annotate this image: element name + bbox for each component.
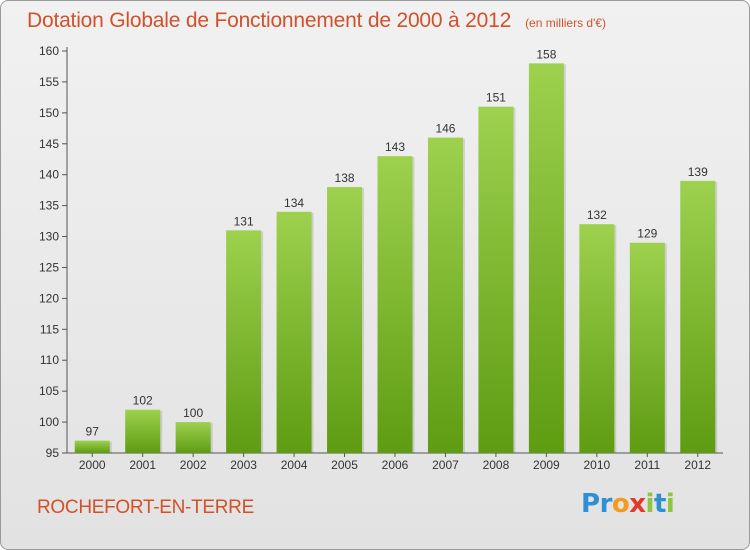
data-label-2004: 134	[284, 196, 304, 210]
bar-2007	[427, 137, 463, 454]
bar-2005	[327, 187, 363, 454]
data-label-2010: 132	[587, 208, 607, 222]
y-tick-label: 115	[40, 322, 59, 336]
x-tick-label: 2007	[432, 458, 459, 472]
bar-2011	[629, 242, 665, 453]
y-tick-label: 140	[39, 168, 59, 182]
y-tick-label: 105	[39, 384, 59, 398]
x-tick-label: 2010	[583, 458, 610, 472]
data-label-2005: 138	[335, 171, 355, 185]
logo-letter: i	[645, 489, 655, 519]
data-label-2011: 129	[637, 227, 657, 241]
bar-2009	[528, 63, 564, 453]
logo-letter: P	[581, 489, 600, 519]
x-tick-label: 2005	[331, 458, 358, 472]
y-tick-label: 145	[39, 137, 59, 151]
commune-name: ROCHEFORT-EN-TERRE	[37, 497, 254, 518]
bar-2012	[680, 180, 716, 453]
data-label-2001: 102	[133, 394, 153, 408]
bar-2000	[74, 440, 110, 453]
x-tick-label: 2000	[79, 458, 106, 472]
logo-letter: x	[629, 489, 646, 519]
x-tick-label: 2011	[634, 458, 660, 472]
data-label-2000: 97	[86, 425, 100, 439]
data-label-2012: 139	[688, 165, 708, 179]
bar-2003	[226, 230, 262, 453]
proxiti-logo: Proxiti	[581, 489, 675, 519]
y-tick-label: 160	[39, 44, 59, 58]
x-tick-label: 2004	[281, 458, 308, 472]
y-tick-label: 125	[39, 260, 59, 274]
x-tick-label: 2003	[230, 458, 257, 472]
data-label-2003: 131	[234, 214, 254, 228]
data-label-2008: 151	[486, 91, 506, 105]
x-tick-label: 2012	[684, 458, 711, 472]
data-label-2009: 158	[536, 47, 556, 61]
y-tick-label: 110	[40, 353, 59, 367]
x-tick-label: 2006	[382, 458, 409, 472]
bar-2008	[478, 106, 514, 454]
x-tick-label: 2009	[533, 458, 560, 472]
x-tick-label: 2001	[129, 458, 156, 472]
y-tick-label: 95	[46, 446, 60, 460]
y-tick-label: 135	[39, 199, 59, 213]
data-label-2002: 100	[183, 406, 203, 420]
x-tick-label: 2002	[180, 458, 207, 472]
x-tick-label: 2008	[483, 458, 510, 472]
bar-2010	[579, 224, 615, 453]
logo-letter: t	[653, 489, 666, 519]
data-label-2007: 146	[435, 122, 455, 136]
bar-2004	[276, 211, 312, 453]
y-tick-label: 130	[39, 230, 59, 244]
y-tick-label: 150	[39, 106, 59, 120]
data-label-2006: 143	[385, 140, 405, 154]
logo-letter: i	[665, 489, 675, 519]
chart-unit: (en milliers d'€)	[525, 16, 607, 30]
bar-2001	[125, 409, 161, 453]
y-tick-label: 100	[39, 415, 59, 429]
chart-title-text: Dotation Globale de Fonctionnement de 20…	[27, 9, 512, 32]
bar-2006	[377, 156, 413, 453]
logo-letter: o	[611, 489, 630, 519]
y-tick-label: 155	[39, 75, 59, 89]
logo-letter: r	[599, 489, 613, 519]
y-tick-label: 120	[39, 291, 59, 305]
chart-title: Dotation Globale de Fonctionnement de 20…	[27, 9, 606, 33]
bar-2002	[175, 422, 211, 453]
